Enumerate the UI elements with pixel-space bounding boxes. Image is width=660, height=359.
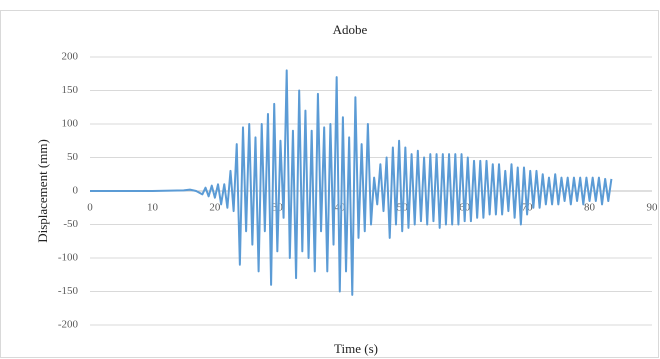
x-tick-label: 0 <box>87 202 93 214</box>
y-tick-label: 50 <box>67 151 79 163</box>
y-tick-label: -100 <box>58 252 79 264</box>
x-tick-label: 10 <box>147 202 159 214</box>
x-tick-label: 40 <box>334 202 346 214</box>
y-tick-label: 0 <box>73 185 79 197</box>
data-line <box>90 69 613 296</box>
y-tick-label: -50 <box>63 218 78 230</box>
y-tick-label: -200 <box>58 319 79 331</box>
y-tick-label: 200 <box>62 51 79 63</box>
y-tick-label: 100 <box>62 118 79 130</box>
x-tick-label: 90 <box>647 202 659 214</box>
x-axis-title: Time (s) <box>334 341 378 356</box>
chart-title: Adobe <box>333 22 368 37</box>
x-tick-label: 20 <box>209 202 221 214</box>
y-axis-title: Displacement (mm) <box>35 139 50 243</box>
y-tick-label: 150 <box>62 84 79 96</box>
x-tick-label: 80 <box>584 202 596 214</box>
y-tick-label: -150 <box>58 285 79 297</box>
